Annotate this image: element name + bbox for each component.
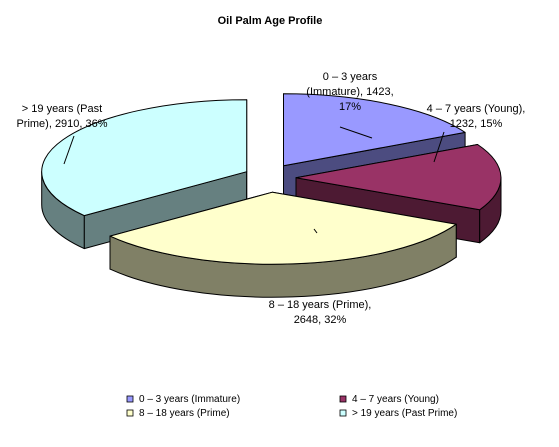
legend: 0 – 3 years (Immature) 4 – 7 years (Youn… — [126, 394, 457, 419]
legend-label-past-prime: > 19 years (Past Prime) — [352, 408, 457, 419]
leader-line-prime — [313, 228, 318, 234]
legend-label-prime: 8 – 18 years (Prime) — [139, 408, 230, 419]
svg-text:0 – 3 years(Immature), 1423,17: 0 – 3 years (Immature), 1423, 17% — [306, 71, 393, 113]
legend-swatch-past-prime — [339, 409, 347, 417]
svg-text:8 – 18 years (Prime),2648, 32%: 8 – 18 years (Prime), 2648, 32% — [269, 299, 372, 326]
legend-label-young: 4 – 7 years (Young) — [352, 394, 439, 405]
data-label-immature: 0 – 3 years (Immature), 1423, 17% — [306, 71, 393, 113]
slice-top-young — [295, 144, 502, 211]
svg-text:4 – 7 years (Young),1232, 15%: 4 – 7 years (Young), 1232, 15% — [427, 103, 526, 130]
pie-group — [41, 93, 502, 298]
legend-swatch-prime — [126, 409, 134, 417]
legend-swatch-immature — [126, 395, 134, 403]
leader-line-immature — [339, 126, 373, 139]
data-label-prime: 8 – 18 years (Prime), 2648, 32% — [269, 299, 372, 326]
slice-past-prime — [41, 99, 248, 250]
leader-line-past-prime — [63, 135, 75, 165]
slice-prime — [109, 191, 457, 298]
slice-top-prime — [109, 191, 457, 265]
chart-title: Oil Palm Age Profile — [218, 15, 323, 27]
slice-top-past-prime — [41, 99, 248, 217]
data-label-past-prime: > 19 years (Past Prime), 2910, 36% — [16, 103, 107, 130]
legend-swatch-young — [339, 395, 347, 403]
leader-line-young — [433, 131, 445, 163]
slice-top-immature — [283, 93, 466, 167]
data-label-young: 4 – 7 years (Young), 1232, 15% — [427, 103, 526, 130]
legend-label-immature: 0 – 3 years (Immature) — [139, 394, 240, 405]
